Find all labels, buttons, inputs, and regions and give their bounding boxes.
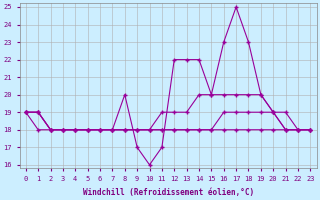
X-axis label: Windchill (Refroidissement éolien,°C): Windchill (Refroidissement éolien,°C) — [83, 188, 254, 197]
